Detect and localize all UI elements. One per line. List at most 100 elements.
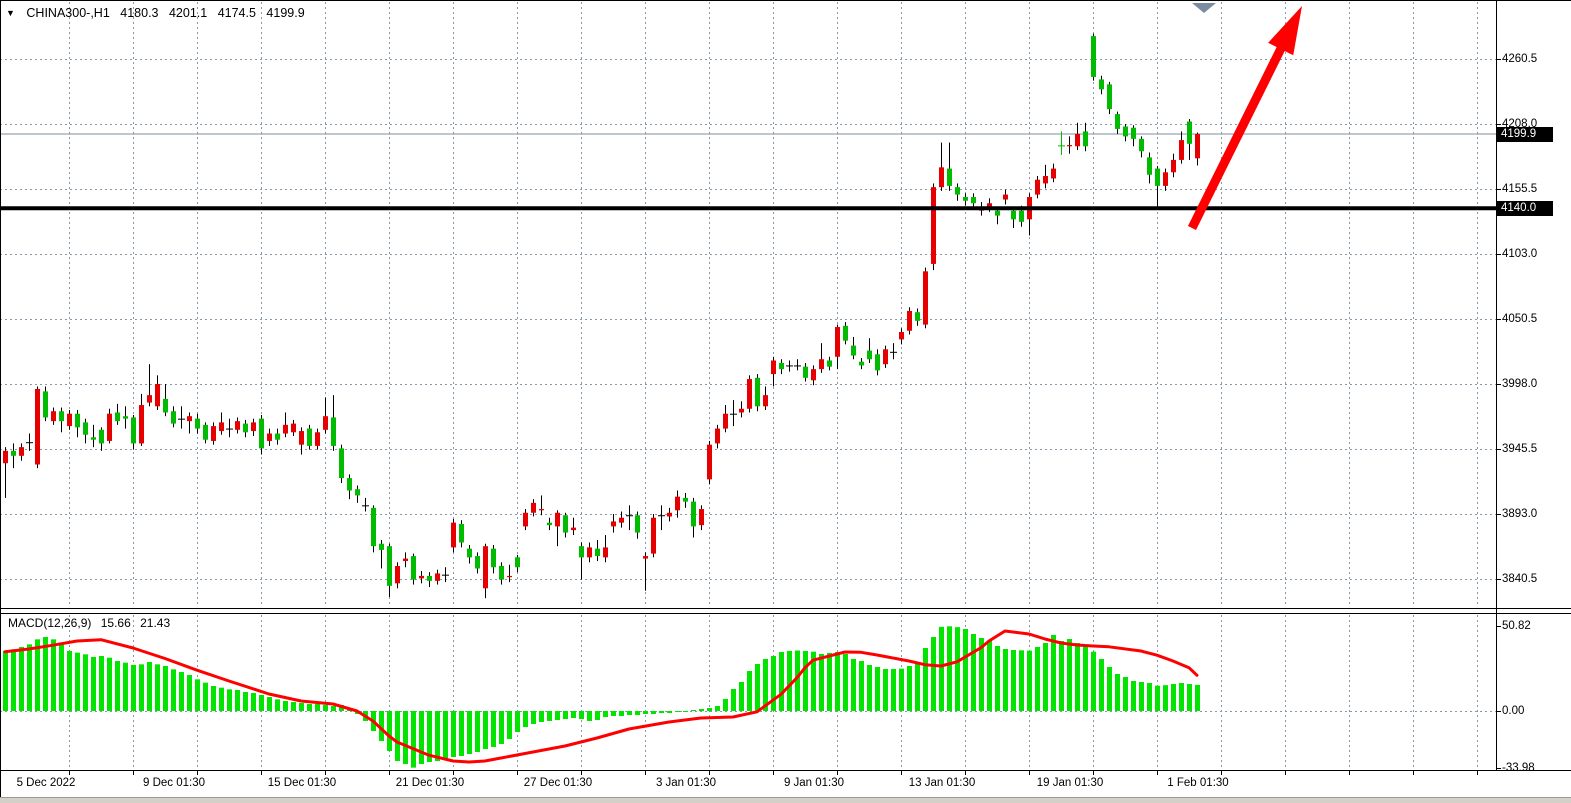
candle-body <box>203 424 208 440</box>
chart-shift-marker-icon[interactable] <box>1192 3 1216 13</box>
macd-bar <box>771 655 776 711</box>
macd-bar <box>595 711 600 721</box>
macd-bar <box>995 645 1000 711</box>
macd-bar <box>227 689 232 711</box>
current-price-badge: 4199.9 <box>1497 126 1553 142</box>
candle-body <box>339 448 344 479</box>
candle-doji <box>442 574 449 576</box>
macd-bar <box>443 711 448 760</box>
candle-body <box>83 422 88 435</box>
time-axis-label: 21 Dec 01:30 <box>395 777 465 789</box>
macd-bar <box>59 644 64 711</box>
candle-body <box>1035 179 1040 195</box>
macd-bar <box>1139 681 1144 711</box>
candle-wick <box>629 505 630 531</box>
macd-bar <box>243 691 248 711</box>
bottom-scroll-strip <box>0 798 1571 803</box>
macd-bar <box>1091 651 1096 711</box>
candle-doji <box>626 515 633 517</box>
candle-body <box>475 556 480 569</box>
macd-bar <box>67 650 72 711</box>
candle-wick <box>5 447 6 498</box>
time-axis-label: 27 Dec 01:30 <box>523 777 593 789</box>
macd-bar <box>171 669 176 711</box>
macd-bar <box>587 711 592 722</box>
pane-splitter[interactable] <box>0 609 1571 613</box>
candle-body <box>19 447 24 456</box>
macd-bar <box>387 711 392 752</box>
candle-body <box>547 522 552 526</box>
price-axis-label: 4155.5 <box>1502 183 1538 195</box>
macd-bar <box>251 692 256 711</box>
candle-body <box>859 361 864 366</box>
candle-wick <box>797 359 798 371</box>
macd-bar <box>819 653 824 711</box>
candle-body <box>515 557 520 568</box>
macd-bar <box>1107 666 1112 711</box>
macd-bar <box>939 626 944 711</box>
candle-wick <box>149 364 150 407</box>
candle-body <box>603 547 608 558</box>
macd-bar <box>1043 642 1048 711</box>
macd-bar <box>723 698 728 711</box>
candle-body <box>323 416 328 430</box>
macd-bar <box>1123 676 1128 711</box>
candle-body <box>419 575 424 579</box>
macd-bar <box>987 640 992 711</box>
macd-bar <box>1067 638 1072 711</box>
candle-body <box>1043 176 1048 184</box>
macd-bar <box>1163 685 1168 711</box>
candle-doji <box>890 351 897 353</box>
candle-body <box>1003 194 1008 200</box>
candle-body <box>59 411 64 422</box>
macd-bar <box>1059 640 1064 711</box>
price-axis[interactable]: 4260.5 4208.0 4155.5 4103.0 4050.5 3998.0 3945… <box>1497 0 1571 797</box>
candle-body <box>1171 159 1176 173</box>
candle-body <box>67 413 72 427</box>
macd-bar <box>507 711 512 740</box>
macd-bar <box>787 650 792 711</box>
macd-bar <box>547 711 552 722</box>
candle-body <box>379 543 384 550</box>
macd-bar <box>291 701 296 711</box>
trend-arrow[interactable] <box>1187 6 1302 230</box>
indicator-label: MACD(12,26,9) 15.66 21.43 <box>8 616 176 630</box>
macd-bar <box>267 696 272 711</box>
macd-bar <box>1019 650 1024 711</box>
candle-body <box>843 325 848 341</box>
candle-wick <box>1069 136 1070 154</box>
candle-wick <box>1157 166 1158 209</box>
symbol-dropdown-icon[interactable]: ▼ <box>6 8 15 18</box>
macd-bar <box>427 711 432 763</box>
candle-doji <box>26 442 33 444</box>
candle-body <box>875 354 880 371</box>
macd-bar <box>35 639 40 711</box>
price-axis-label: 3840.5 <box>1502 573 1538 585</box>
candle-body <box>1163 172 1168 186</box>
candle-body <box>651 517 656 554</box>
macd-bar <box>323 704 328 711</box>
macd-bar <box>1179 682 1184 711</box>
candle-body <box>923 271 928 325</box>
candle-body <box>643 556 648 559</box>
candle-body <box>331 417 336 446</box>
candle-wick <box>509 564 510 583</box>
candle-body <box>355 489 360 496</box>
time-axis[interactable]: 5 Dec 2022 9 Dec 01:30 15 Dec 01:30 21 Dec … <box>0 771 1571 797</box>
candle-body <box>251 422 256 432</box>
macd-bar <box>43 636 48 711</box>
candle-wick <box>181 406 182 429</box>
candle-body <box>1011 210 1016 220</box>
candle-body <box>1147 157 1152 175</box>
macd-bar <box>571 711 576 719</box>
macd-bar <box>971 633 976 711</box>
macd-bar <box>395 711 400 762</box>
candle-body <box>763 395 768 407</box>
macd-bar <box>515 711 520 733</box>
candle-body <box>1179 140 1184 160</box>
candle-body <box>139 405 144 444</box>
macd-bar <box>667 711 672 714</box>
macd-bar <box>835 651 840 711</box>
